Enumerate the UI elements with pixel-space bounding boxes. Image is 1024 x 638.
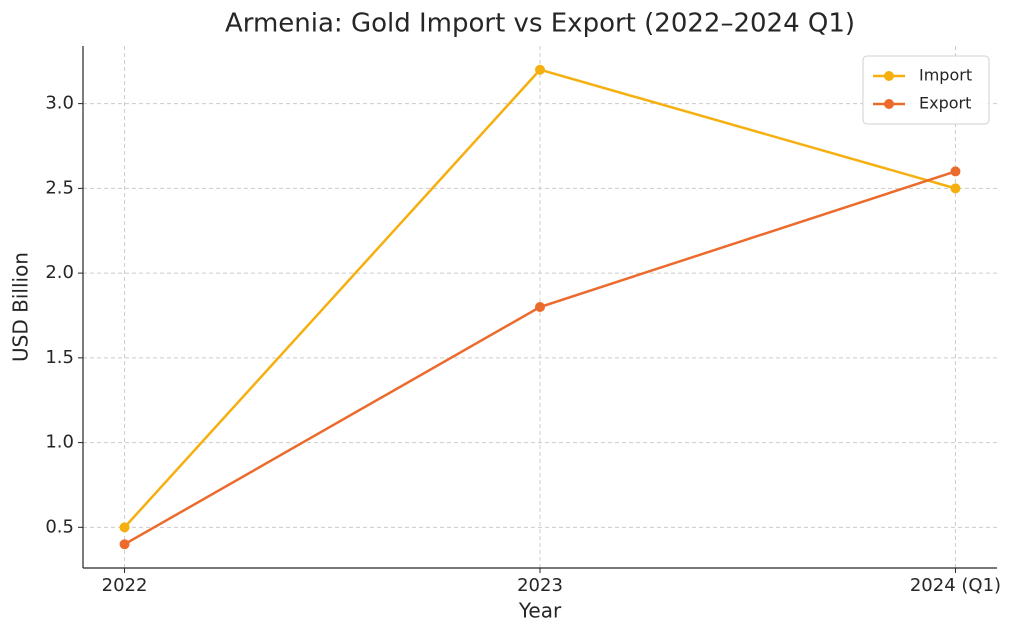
chart-title: Armenia: Gold Import vs Export (2022–202… xyxy=(225,9,855,39)
data-point xyxy=(535,64,545,75)
data-point xyxy=(950,166,961,177)
x-axis-label: Year xyxy=(518,599,562,623)
legend-label: Import xyxy=(919,66,972,85)
legend: Import Export xyxy=(862,55,990,125)
y-tick-label: 1.5 xyxy=(45,347,74,368)
legend-marker xyxy=(884,71,894,81)
x-tick-label: 2022 xyxy=(102,575,148,596)
x-tick-label: 2023 xyxy=(517,575,563,596)
y-axis-label: USD Billion xyxy=(9,252,33,362)
y-tick-label: 1.0 xyxy=(45,432,74,453)
y-tick-label: 0.5 xyxy=(45,516,74,537)
y-tick-label: 2.5 xyxy=(45,177,74,198)
data-point xyxy=(119,539,130,550)
x-tick-label: 2024 (Q1) xyxy=(910,575,1001,596)
legend-marker xyxy=(884,99,894,109)
legend-label: Export xyxy=(919,94,971,113)
y-tick-label: 2.0 xyxy=(45,262,74,283)
legend-box xyxy=(862,55,990,125)
data-point xyxy=(950,183,961,194)
data-point xyxy=(535,302,545,312)
y-tick-label: 3.0 xyxy=(45,93,74,114)
data-point xyxy=(119,522,130,533)
